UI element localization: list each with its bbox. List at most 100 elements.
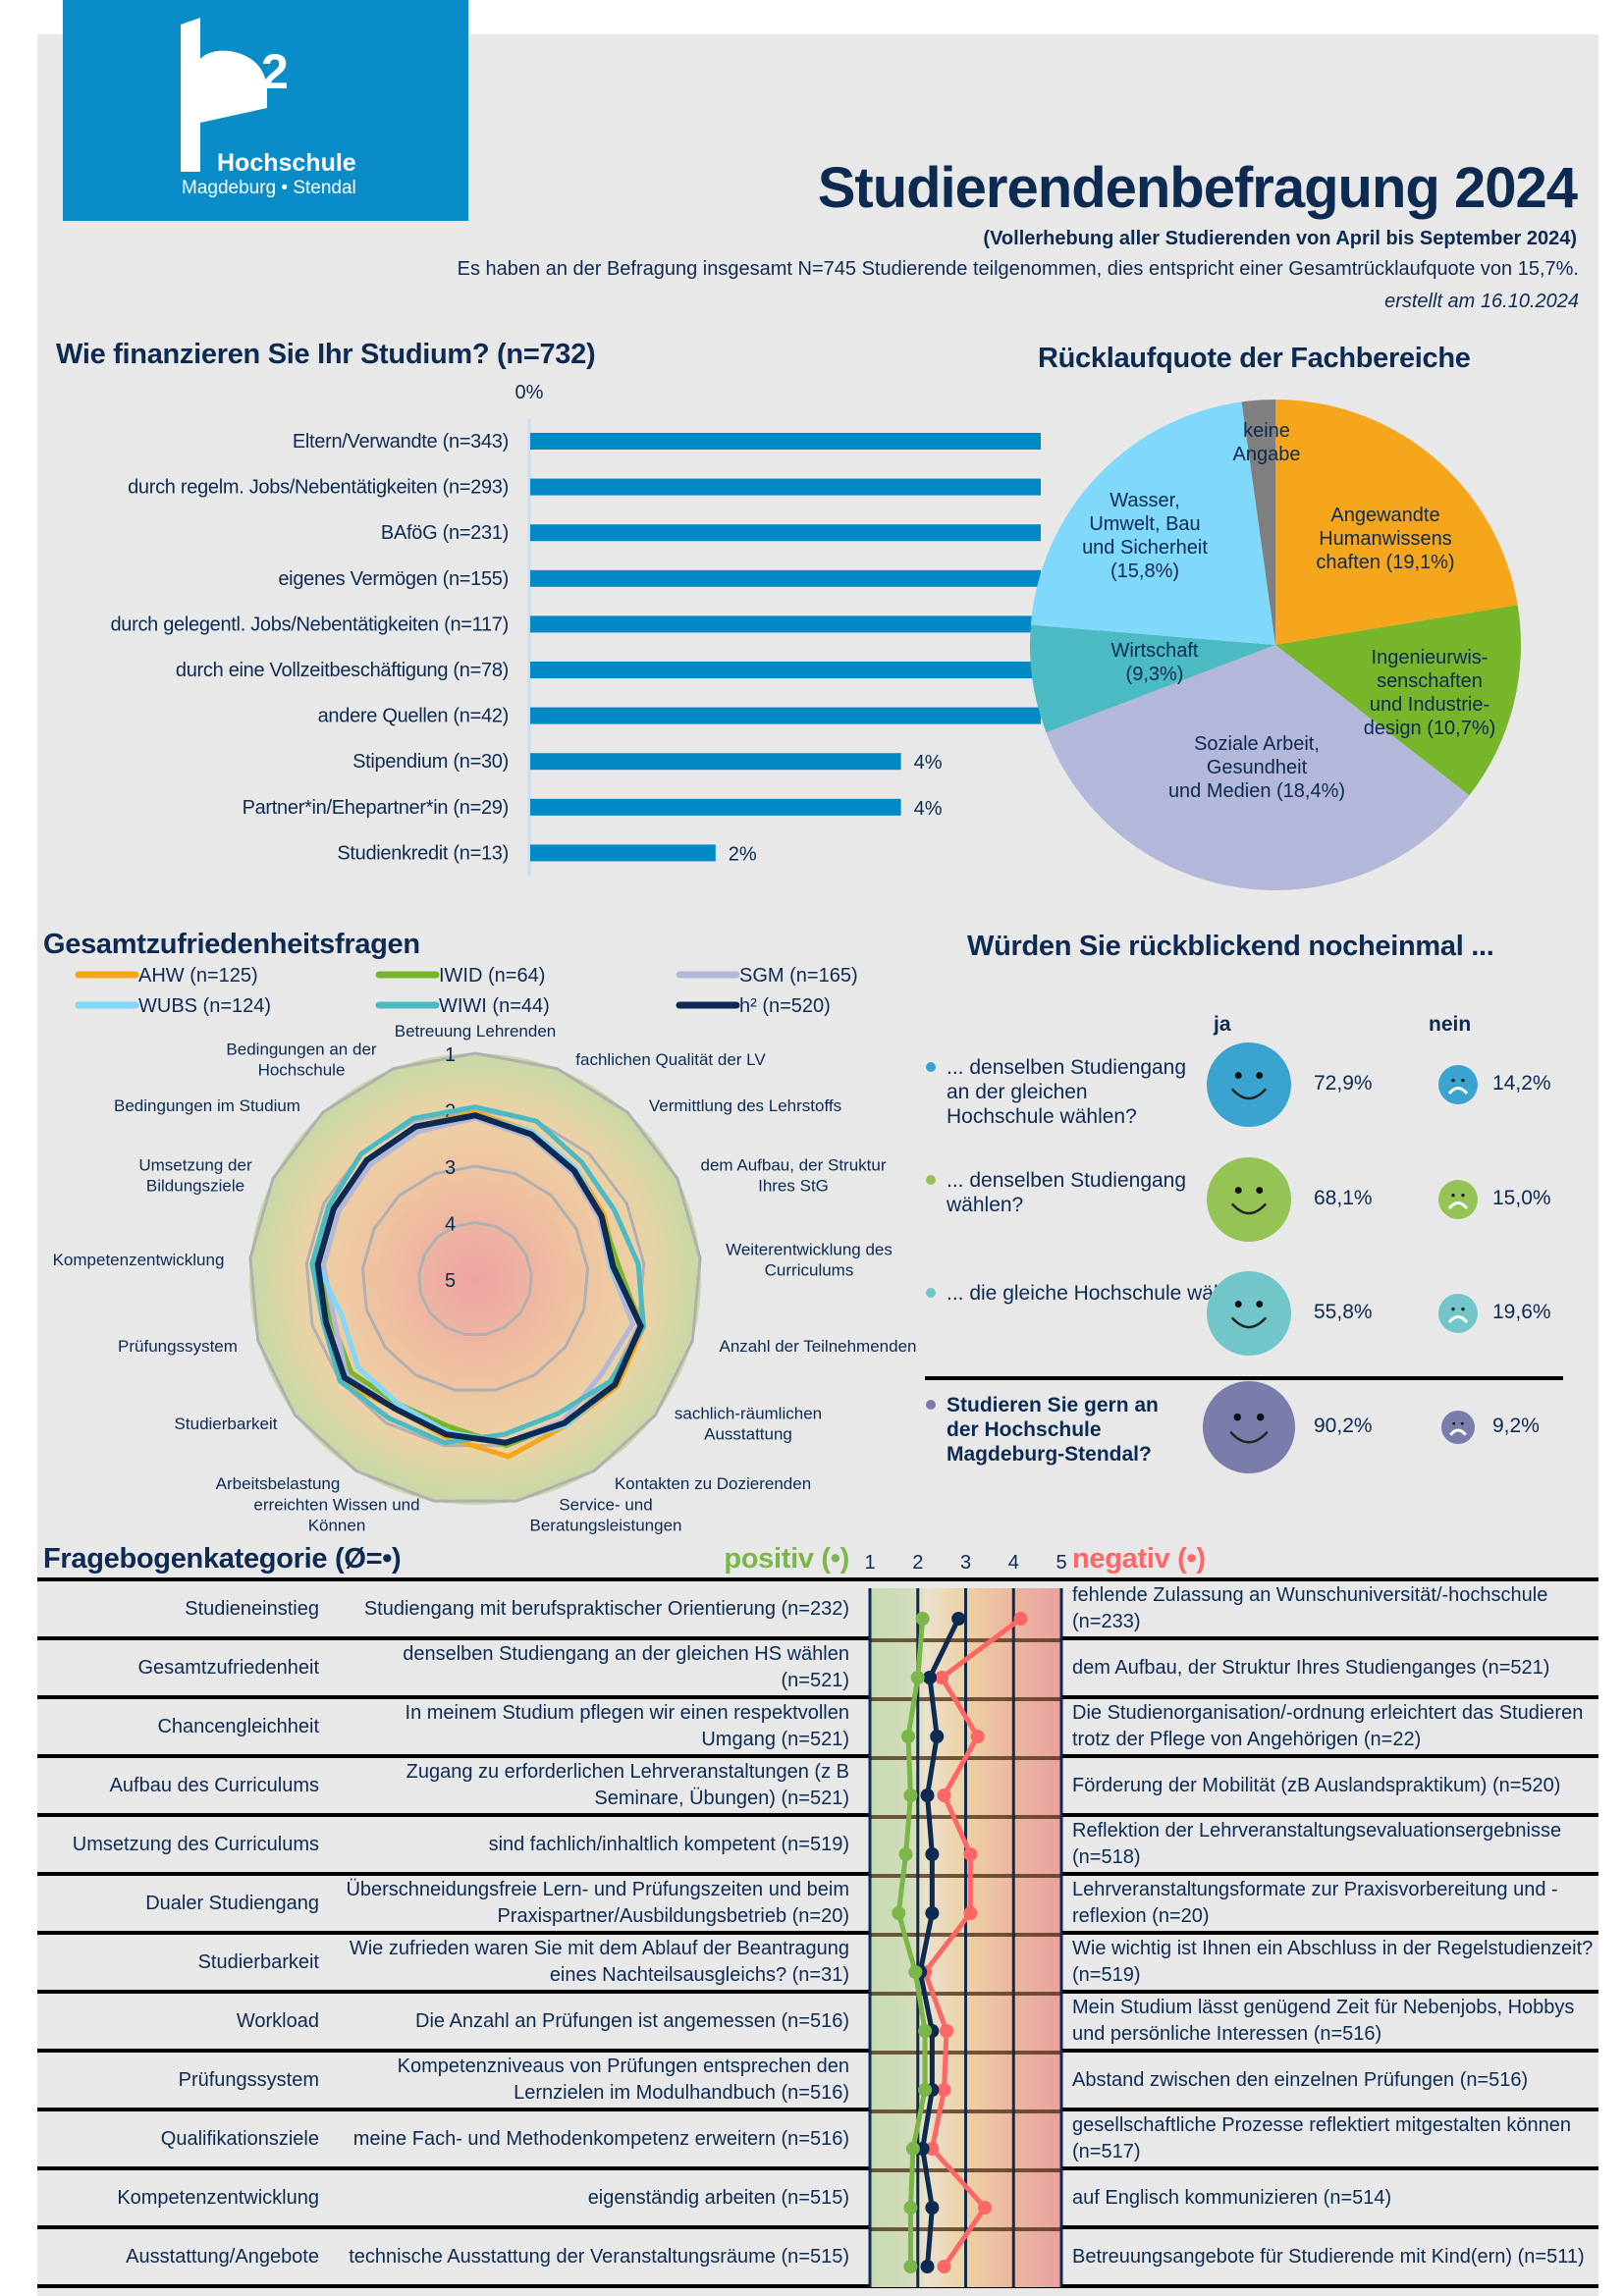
pie-slice: [1275, 400, 1518, 645]
radar-ring: [360, 1164, 590, 1392]
negative-item: Wie wichtig ist Ihnen ein Abschluss in d…: [1072, 1938, 1594, 1986]
negative-item: Reflektion der Lehrveranstaltungsevaluat…: [1072, 1820, 1562, 1868]
smiley-happy-icon: [1203, 1381, 1295, 1473]
category-label: Studieneinstieg: [185, 1597, 319, 1620]
smiley-sad-icon: [1441, 1411, 1475, 1444]
scale-tick-label: 2: [912, 1552, 923, 1574]
bar-category-label: durch regelm. Jobs/Nebentätigkeiten (n=2…: [128, 477, 509, 499]
table-row: Umsetzung des Curriculums sind fachlich/…: [37, 1817, 1598, 1876]
mean-point: [970, 1730, 985, 1743]
negative-item: Förderung der Mobilität (zB Auslandsprak…: [1072, 1774, 1561, 1796]
legend-label: IWID (n=64): [439, 965, 545, 987]
legend-label: AHW (n=125): [138, 965, 258, 987]
mean-point: [935, 1671, 949, 1684]
table-header-rule: [37, 1577, 1598, 1581]
category-label: Workload: [236, 2009, 319, 2032]
created-date: erstellt am 16.10.2024: [1384, 291, 1579, 312]
negative-item: Abstand zwischen den einzelnen Prüfungen…: [1072, 2068, 1529, 2091]
no-percentage: 19,6%: [1492, 1301, 1551, 1323]
bar: [530, 798, 901, 816]
radar-axis-label: Kontakten zu Dozierenden: [615, 1474, 811, 1493]
table-row: Chancengleichheit In meinem Studium pfle…: [37, 1699, 1598, 1758]
bullet-icon: [926, 1175, 936, 1185]
positive-item: Wie zufrieden waren Sie mit dem Ablauf d…: [349, 1938, 849, 1986]
bar-category-label: Eltern/Verwandte (n=343): [293, 431, 509, 453]
positive-item: Zugang zu erforderlichen Lehrveranstaltu…: [406, 1761, 849, 1809]
mean-point: [978, 2201, 992, 2215]
radar-ring: [417, 1220, 533, 1337]
legend-label: WUBS (n=124): [138, 995, 271, 1017]
svg-text:Magdeburg • Stendal: Magdeburg • Stendal: [182, 178, 356, 198]
category-label: Ausstattung/Angebote: [126, 2245, 319, 2268]
bar-category-label: BAföG (n=231): [381, 522, 509, 544]
bar: [530, 707, 1041, 724]
negative-item: auf Englisch kommunizieren (n=514): [1072, 2186, 1392, 2209]
mean-point: [963, 1906, 978, 1920]
response-rate-pie-chart: Angewandte Humanwissens chaften (19,1%) Ing…: [1030, 400, 1521, 891]
mean-line: [895, 1618, 928, 2267]
mean-line: [917, 1617, 961, 2268]
table-row: Aufbau des Curriculums Zugang zu erforde…: [37, 1758, 1598, 1817]
mean-point: [922, 1671, 937, 1684]
mean-point: [925, 1906, 940, 1920]
positive-item: Die Anzahl an Prüfungen ist angemessen (…: [415, 2009, 849, 2032]
pie-slice: [1241, 400, 1275, 645]
radar-axis-label: erreichten Wissen und Können: [253, 1496, 419, 1535]
radar-axis-label: Kompetenzentwicklung: [53, 1251, 225, 1269]
bar-value-label: 4%: [914, 798, 943, 820]
table-row: Prüfungssystem Kompetenzniveaus von Prüf…: [37, 2053, 1598, 2111]
x-tick-label: 0%: [515, 382, 544, 403]
mean-point: [910, 1671, 925, 1684]
mean-point: [918, 2024, 933, 2038]
pie-slice-label: Soziale Arbeit, Gesundheit und Medien (18,…: [1168, 733, 1345, 802]
radar-axis-label: dem Aufbau, der Struktur Ihres StG: [701, 1156, 887, 1196]
page-title: Studierendenbefragung 2024: [817, 156, 1578, 220]
radar-axis-label: Prüfungssystem: [118, 1337, 238, 1356]
radar-axis-label: Studierbarkeit: [175, 1415, 278, 1433]
financing-bar-chart: 0%10%20%30%40%50%Eltern/Verwandte (n=343…: [110, 382, 1041, 876]
table-row: Dualer Studiengang Überschneidungsfreie …: [37, 1876, 1598, 1935]
retrospective-question: ... denselben Studiengang wählen?: [947, 1169, 1187, 1216]
bar: [530, 615, 1041, 633]
positive-item: Überschneidungsfreie Lern- und Prüfungsz…: [346, 1879, 849, 1927]
scale-tick-label: 3: [960, 1552, 971, 1574]
mean-point: [951, 1612, 966, 1626]
no-header: nein: [1429, 1013, 1472, 1036]
pie-slice-label: keine Angabe: [1233, 420, 1301, 465]
radar-axis-label: Bedingungen im Studium: [114, 1096, 300, 1115]
radar-scale-label: 1: [445, 1044, 456, 1066]
legend-label: h² (n=520): [739, 995, 831, 1017]
response-rate-title: Rücklaufquote der Fachbereiche: [1038, 343, 1471, 374]
financing-chart-title: Wie finanzieren Sie Ihr Studium? (n=732): [56, 339, 596, 370]
mean-point: [918, 2083, 933, 2097]
bar-value-label: 4%: [914, 752, 943, 774]
negative-label: negativ (•): [1072, 1543, 1206, 1575]
bar-category-label: Partner*in/Ehepartner*in (n=29): [243, 797, 509, 819]
mean-point: [920, 1789, 935, 1802]
category-label: Qualifikationsziele: [160, 2127, 319, 2150]
table-row: Qualifikationsziele meine Fach- und Meth…: [37, 2111, 1598, 2170]
pie-slice-label: Ingenieurwis-senschaften und Industrie-de…: [1364, 647, 1496, 739]
category-label: Gesamtzufriedenheit: [137, 1656, 319, 1679]
smiley-happy-icon: [1207, 1157, 1291, 1242]
radar-scale-label: 5: [445, 1270, 456, 1292]
university-logo: 2 Hochschule Magdeburg • Stendal: [63, 0, 468, 221]
pie-slice: [1275, 605, 1521, 796]
scale-tick-label: 5: [1056, 1552, 1066, 1574]
bar: [530, 569, 1041, 587]
bar: [530, 662, 1041, 678]
mean-point: [915, 1612, 930, 1626]
bar-category-label: Stipendium (n=30): [352, 751, 509, 773]
category-means-chart: 1 2 3 4 5: [864, 1552, 1067, 2287]
table-row: Kompetenzentwicklung eigenständig arbeit…: [37, 2170, 1598, 2229]
scale-tick-label: 4: [1008, 1552, 1019, 1574]
smiley-sad-icon: [1438, 1065, 1478, 1104]
category-label: Prüfungssystem: [178, 2068, 319, 2091]
retrospective-question: ... die gleiche Hochschule wählen?: [947, 1282, 1265, 1305]
no-percentage: 15,0%: [1492, 1187, 1551, 1209]
bar-category-label: Studienkredit (n=13): [337, 842, 509, 864]
table-row: Workload Die Anzahl an Prüfungen ist ang…: [37, 1994, 1598, 2053]
mean-point: [925, 2201, 940, 2215]
radar-axis-label: Anzahl der Teilnehmenden: [720, 1337, 917, 1356]
